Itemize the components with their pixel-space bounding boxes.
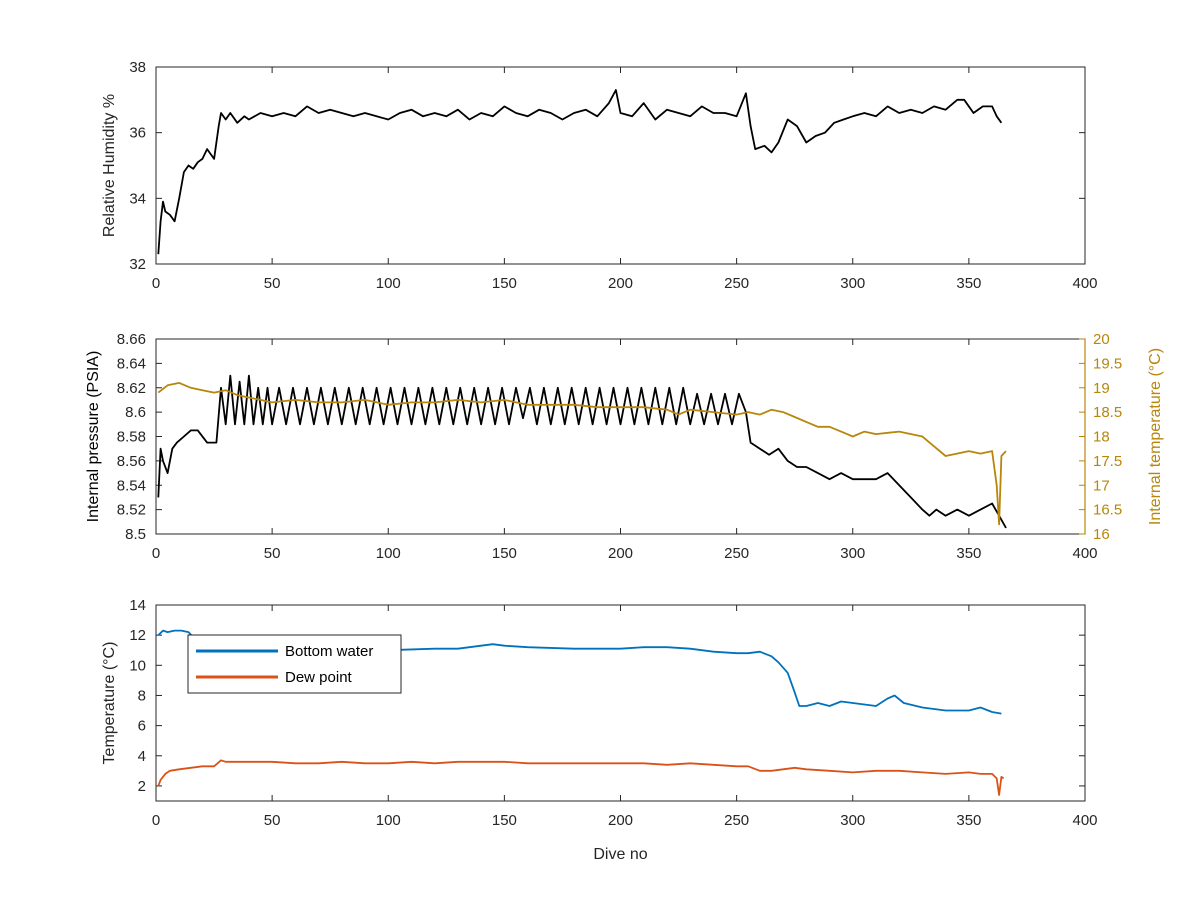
x-tick-label: 150 [492,812,517,829]
y-axis-label: Temperature (°C) [101,642,118,765]
x-tick-label: 100 [376,545,401,562]
y-tick-label: 8.56 [117,453,146,470]
x-tick-label: 150 [492,275,517,292]
panel-3-axes-box [155,604,1086,802]
x-axis-label: Dive no [593,846,647,863]
y-right-axis-label: Internal temperature (°C) [1147,348,1164,525]
y-tick-label: 10 [129,657,146,674]
y-tick-label: 8 [138,687,146,704]
x-tick-label: 350 [956,812,981,829]
legend-entry: Bottom water [285,643,373,660]
x-tick-label: 150 [492,545,517,562]
x-tick-label: 50 [264,812,281,829]
y-tick-label: 14 [129,597,146,614]
y-right-tick-label: 16 [1093,526,1110,543]
y-tick-label: 38 [129,59,146,76]
series-line-2-2 [157,382,1007,526]
y-axis-label: Internal pressure (PSIA) [85,351,102,523]
x-tick-label: 50 [264,545,281,562]
x-tick-label: 200 [608,275,633,292]
series-line-1-1 [157,89,1003,255]
x-tick-label: 100 [376,275,401,292]
x-tick-label: 350 [956,275,981,292]
x-tick-label: 250 [724,275,749,292]
legend-entry: Dew point [285,669,353,686]
x-tick-label: 300 [840,275,865,292]
y-tick-label: 34 [129,190,146,207]
legend-box [187,634,402,694]
y-right-tick-label: 17.5 [1093,453,1122,470]
y-tick-label: 8.6 [125,404,146,421]
y-tick-label: 8.58 [117,429,146,446]
y-right-tick-label: 19.5 [1093,355,1122,372]
y-tick-label: 2 [138,778,146,795]
panel-1-axes-box [155,66,1086,265]
y-tick-label: 4 [138,748,146,765]
y-tick-label: 8.5 [125,526,146,543]
x-tick-label: 0 [152,275,160,292]
y-tick-label: 36 [129,125,146,142]
x-tick-label: 100 [376,812,401,829]
y-tick-label: 6 [138,718,146,735]
y-tick-label: 8.62 [117,380,146,397]
y-right-tick-label: 17 [1093,477,1110,494]
x-tick-label: 0 [152,545,160,562]
y-tick-label: 8.64 [117,355,146,372]
y-tick-label: 12 [129,627,146,644]
x-tick-label: 400 [1072,545,1097,562]
y-right-tick-label: 20 [1093,331,1110,348]
panel-2-axes-box [155,338,1086,535]
x-tick-label: 300 [840,812,865,829]
series-line-3-2 [157,759,1005,796]
x-tick-label: 200 [608,545,633,562]
x-tick-label: 350 [956,545,981,562]
x-tick-label: 400 [1072,275,1097,292]
x-tick-label: 250 [724,812,749,829]
series-line-2-1 [157,374,1007,529]
x-tick-label: 50 [264,275,281,292]
x-tick-label: 400 [1072,812,1097,829]
y-right-tick-label: 18 [1093,429,1110,446]
y-right-tick-label: 16.5 [1093,502,1122,519]
y-tick-label: 8.52 [117,502,146,519]
y-tick-label: 8.54 [117,477,146,494]
y-tick-label: 32 [129,256,146,273]
y-tick-label: 8.66 [117,331,146,348]
x-tick-label: 200 [608,812,633,829]
x-tick-label: 0 [152,812,160,829]
x-tick-label: 250 [724,545,749,562]
y-right-tick-label: 19 [1093,380,1110,397]
x-tick-label: 300 [840,545,865,562]
y-axis-label: Relative Humidity % [101,94,118,237]
y-right-tick-label: 18.5 [1093,404,1122,421]
